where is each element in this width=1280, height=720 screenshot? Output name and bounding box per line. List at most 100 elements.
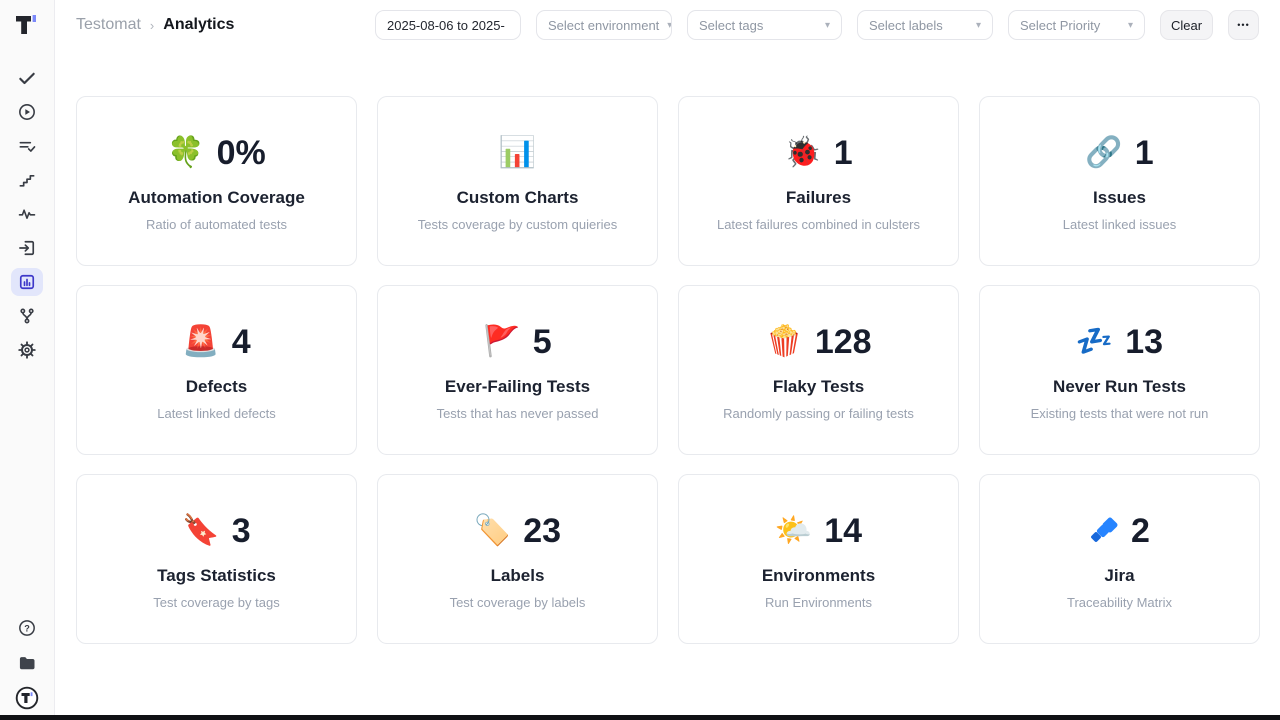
card-labels[interactable]: 🏷️ 23 Labels Test coverage by labels xyxy=(377,474,658,644)
card-subtitle: Existing tests that were not run xyxy=(1030,405,1209,421)
card-subtitle: Test coverage by tags xyxy=(153,594,280,610)
pulse-icon xyxy=(17,204,37,224)
more-options-button[interactable]: ••• xyxy=(1228,10,1259,40)
card-value: 128 xyxy=(814,322,872,361)
testomat-logo-icon[interactable] xyxy=(12,10,42,40)
svg-text:?: ? xyxy=(24,623,30,633)
card-title: Labels xyxy=(490,565,545,585)
card-subtitle: Latest linked issues xyxy=(1062,216,1177,232)
import-icon xyxy=(17,238,37,258)
siren-icon: 🚨 xyxy=(182,324,220,358)
bottom-bar xyxy=(0,715,1280,720)
sidebar-item-projects[interactable] xyxy=(11,649,43,677)
card-issues[interactable]: 🔗 1 Issues Latest linked issues xyxy=(979,96,1260,266)
bookmark-tag-icon: 🔖 xyxy=(182,513,220,547)
list-check-icon xyxy=(17,136,37,156)
card-title: Environments xyxy=(761,565,876,585)
card-custom-charts[interactable]: 📊 Custom Charts Tests coverage by custom… xyxy=(377,96,658,266)
card-value: 14 xyxy=(824,511,863,550)
ellipsis-icon: ••• xyxy=(1237,20,1250,30)
tags-select[interactable]: Select tags ▾ xyxy=(687,10,842,40)
card-automation-coverage[interactable]: 🍀 0% Automation Coverage Ratio of automa… xyxy=(76,96,357,266)
card-title: Automation Coverage xyxy=(128,187,305,207)
card-value: 3 xyxy=(231,511,251,550)
card-value: 5 xyxy=(532,322,552,361)
page-title: Analytics xyxy=(163,16,235,33)
jira-logo-icon xyxy=(1089,517,1119,545)
sidebar-bottom: ? xyxy=(11,614,43,712)
card-environments[interactable]: 🌤️ 14 Environments Run Environments xyxy=(678,474,959,644)
card-title: Custom Charts xyxy=(456,187,579,207)
sidebar-item-milestones[interactable] xyxy=(11,166,43,194)
sidebar-item-settings[interactable] xyxy=(11,336,43,364)
date-range-picker[interactable]: 2025-08-06 to 2025- xyxy=(375,10,521,40)
card-subtitle: Ratio of automated tests xyxy=(146,216,287,232)
card-title: Failures xyxy=(785,187,852,207)
card-subtitle: Tests coverage by custom quieries xyxy=(417,216,618,232)
card-subtitle: Latest failures combined in culsters xyxy=(716,216,921,232)
flag-icon: 🚩 xyxy=(483,324,521,358)
branch-icon xyxy=(17,306,37,326)
sidebar-item-help[interactable]: ? xyxy=(11,614,43,642)
sidebar-nav xyxy=(11,64,43,364)
analytics-card-grid: 🍀 0% Automation Coverage Ratio of automa… xyxy=(76,96,1260,644)
clover-icon: 🍀 xyxy=(167,135,205,169)
testomat-avatar-icon xyxy=(15,686,39,710)
check-icon xyxy=(17,68,37,88)
sidebar-item-analytics[interactable] xyxy=(11,268,43,296)
card-subtitle: Test coverage by labels xyxy=(449,594,586,610)
chevron-down-icon: ▾ xyxy=(1127,19,1133,31)
sidebar-item-account[interactable] xyxy=(11,684,43,712)
sidebar-item-test-plans[interactable] xyxy=(11,132,43,160)
filter-bar: 2025-08-06 to 2025- Select environment ▾… xyxy=(375,10,1259,40)
card-failures[interactable]: 🐞 1 Failures Latest failures combined in… xyxy=(678,96,959,266)
card-value: 1 xyxy=(833,133,853,172)
sidebar-item-branches[interactable] xyxy=(11,302,43,330)
sidebar-item-pulse[interactable] xyxy=(11,200,43,228)
bar-chart-icon xyxy=(17,272,37,292)
card-title: Jira xyxy=(1104,565,1135,585)
breadcrumb-project[interactable]: Testomat xyxy=(76,16,141,33)
card-tags-statistics[interactable]: 🔖 3 Tags Statistics Test coverage by tag… xyxy=(76,474,357,644)
chevron-down-icon: ▾ xyxy=(824,19,830,31)
card-subtitle: Run Environments xyxy=(765,594,872,610)
card-ever-failing-tests[interactable]: 🚩 5 Ever-Failing Tests Tests that has ne… xyxy=(377,285,658,455)
play-circle-icon xyxy=(17,102,37,122)
card-title: Defects xyxy=(185,376,248,396)
priority-select[interactable]: Select Priority ▾ xyxy=(1008,10,1145,40)
card-title: Flaky Tests xyxy=(772,376,865,396)
card-value: 0% xyxy=(216,133,266,172)
date-range-value: 2025-08-06 to 2025- xyxy=(387,17,505,33)
bar-chart-emoji-icon: 📊 xyxy=(498,135,537,169)
clear-filters-button[interactable]: Clear xyxy=(1160,10,1213,40)
zzz-icon: 💤 xyxy=(1075,324,1114,358)
labels-select-placeholder: Select labels xyxy=(869,17,943,33)
card-jira[interactable]: 2 Jira Traceability Matrix xyxy=(979,474,1260,644)
popcorn-icon: 🍿 xyxy=(765,324,803,358)
stairs-icon xyxy=(17,170,37,190)
folder-icon xyxy=(17,653,37,673)
sidebar-item-tests[interactable] xyxy=(11,64,43,92)
card-value: 13 xyxy=(1125,322,1164,361)
labels-select[interactable]: Select labels ▾ xyxy=(857,10,993,40)
priority-select-placeholder: Select Priority xyxy=(1020,17,1101,33)
ladybug-icon: 🐞 xyxy=(784,135,822,169)
card-subtitle: Randomly passing or failing tests xyxy=(723,405,914,421)
card-value: 2 xyxy=(1131,511,1150,550)
sun-cloud-icon: 🌤️ xyxy=(774,513,813,547)
breadcrumb-separator: › xyxy=(149,17,155,33)
environment-select[interactable]: Select environment ▾ xyxy=(536,10,672,40)
card-subtitle: Tests that has never passed xyxy=(436,405,599,421)
header: Testomat › Analytics 2025-08-06 to 2025-… xyxy=(55,0,1280,50)
card-defects[interactable]: 🚨 4 Defects Latest linked defects xyxy=(76,285,357,455)
sidebar-item-runs[interactable] xyxy=(11,98,43,126)
card-never-run-tests[interactable]: 💤 13 Never Run Tests Existing tests that… xyxy=(979,285,1260,455)
label-tag-icon: 🏷️ xyxy=(473,513,512,547)
chevron-down-icon: ▾ xyxy=(975,19,981,31)
sidebar-item-imports[interactable] xyxy=(11,234,43,262)
card-title: Never Run Tests xyxy=(1053,376,1186,396)
card-subtitle: Latest linked defects xyxy=(157,405,276,421)
card-flaky-tests[interactable]: 🍿 128 Flaky Tests Randomly passing or fa… xyxy=(678,285,959,455)
card-title: Issues xyxy=(1093,187,1146,207)
card-value: 4 xyxy=(231,322,251,361)
